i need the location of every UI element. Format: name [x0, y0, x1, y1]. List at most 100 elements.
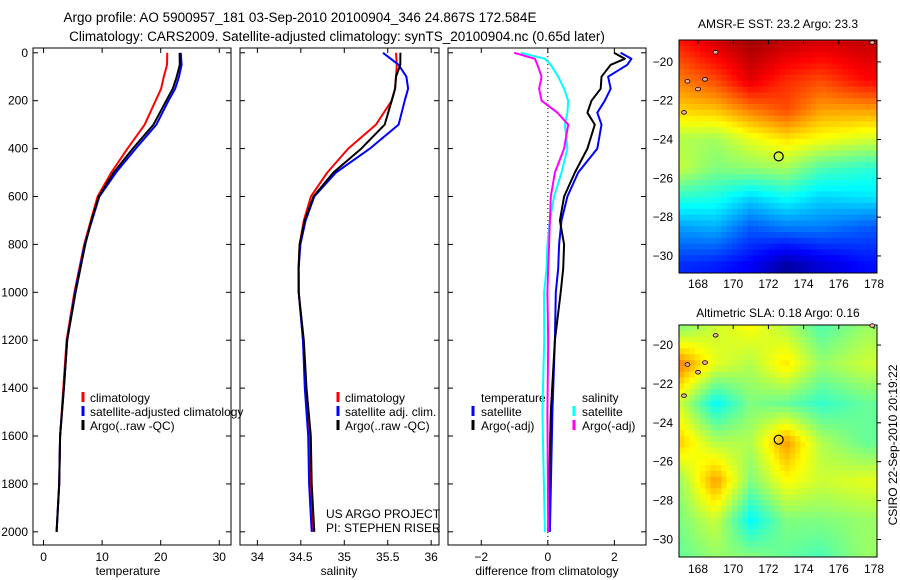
map-cell — [779, 208, 786, 216]
series-salinity-argo-adj- — [513, 51, 570, 532]
legend-sal-argo: Argo(-adj) — [582, 419, 635, 433]
map-cell — [816, 168, 823, 175]
map-cell — [700, 552, 706, 558]
map-cell — [805, 243, 812, 250]
map-cell — [679, 45, 685, 53]
map-cell — [832, 74, 838, 82]
map-cell — [853, 342, 859, 349]
map-cell — [858, 232, 865, 239]
map-cell — [821, 104, 828, 111]
map-cell — [858, 412, 865, 419]
map-cell — [789, 173, 796, 181]
map-cell — [705, 424, 712, 431]
x-tick-label: 0 — [40, 550, 47, 564]
series-climatology — [297, 52, 398, 532]
map-cell — [737, 214, 743, 221]
map-cell — [700, 453, 706, 460]
map-cell — [694, 383, 701, 390]
map-cell — [774, 540, 780, 548]
map-cell — [869, 63, 875, 70]
map-cell — [689, 57, 696, 64]
map-cell — [826, 517, 833, 524]
map-cell — [805, 365, 812, 373]
map-cell — [742, 98, 749, 105]
map-cell — [800, 500, 807, 507]
map-cell — [858, 511, 865, 518]
map-cell — [832, 133, 838, 140]
map-cell — [869, 494, 875, 501]
map-cell — [789, 185, 796, 192]
map-cell — [679, 540, 685, 548]
map-cell — [763, 500, 770, 507]
map-cell — [710, 267, 717, 274]
map-cell — [789, 482, 796, 489]
map-cell — [821, 465, 828, 472]
map-cell — [716, 74, 722, 82]
map-cell — [689, 115, 696, 122]
map-cell — [731, 552, 738, 558]
map-cell — [832, 220, 838, 227]
map-cell — [837, 470, 844, 478]
map-cell — [742, 232, 749, 239]
map-cell — [811, 505, 817, 513]
map-cell — [763, 523, 770, 530]
map-cell — [747, 511, 754, 518]
map-cell — [805, 191, 812, 198]
map-cell — [816, 371, 823, 378]
map-cell — [826, 441, 833, 448]
map-cell — [858, 540, 865, 548]
map-cell — [795, 500, 801, 507]
map-cell — [752, 185, 759, 192]
map-cell — [710, 354, 717, 361]
map-cell — [742, 220, 749, 227]
map-cell — [805, 121, 812, 128]
map-cell — [848, 237, 854, 245]
map-cell — [863, 348, 870, 355]
map-cell — [684, 371, 691, 378]
map-cell — [705, 505, 712, 513]
map-cell — [863, 342, 870, 349]
map-cell — [795, 430, 801, 437]
map-cell — [689, 69, 696, 76]
map-cell — [763, 365, 770, 373]
map-cell — [779, 505, 786, 513]
map-cell — [768, 255, 775, 262]
map-cell — [837, 191, 844, 198]
map-cell — [874, 424, 878, 431]
map-cell — [826, 144, 833, 152]
map-cell — [758, 127, 764, 134]
map-cell — [768, 98, 775, 105]
map-cell — [805, 232, 812, 239]
map-cell — [837, 418, 844, 425]
map-cell — [689, 226, 696, 233]
map-cell — [848, 406, 854, 413]
map-cell — [853, 98, 859, 105]
map-cell — [811, 92, 817, 99]
map-cell — [716, 203, 722, 210]
map-cell — [795, 435, 801, 443]
map-cell — [710, 208, 717, 216]
map-cell — [721, 511, 727, 518]
map-cell — [721, 330, 727, 338]
map-cell — [716, 80, 722, 87]
map-cell — [874, 511, 878, 518]
map-cell — [737, 249, 743, 256]
map-cell — [863, 453, 870, 460]
map-cell — [832, 505, 838, 513]
map-cell — [684, 51, 691, 58]
map-cell — [758, 552, 764, 558]
map-cell — [710, 115, 717, 122]
map-cell — [863, 505, 870, 513]
map-cell — [848, 226, 854, 233]
map-cell — [689, 447, 696, 454]
map-cell — [848, 92, 854, 99]
map-cell — [710, 150, 717, 157]
map-cell — [758, 249, 764, 256]
map-cell — [805, 494, 812, 501]
map-cell — [874, 80, 878, 87]
map-cell — [705, 400, 712, 408]
map-cell — [716, 156, 722, 163]
map-cell — [837, 546, 844, 553]
map-cell — [752, 482, 759, 489]
map-cell — [710, 63, 717, 70]
